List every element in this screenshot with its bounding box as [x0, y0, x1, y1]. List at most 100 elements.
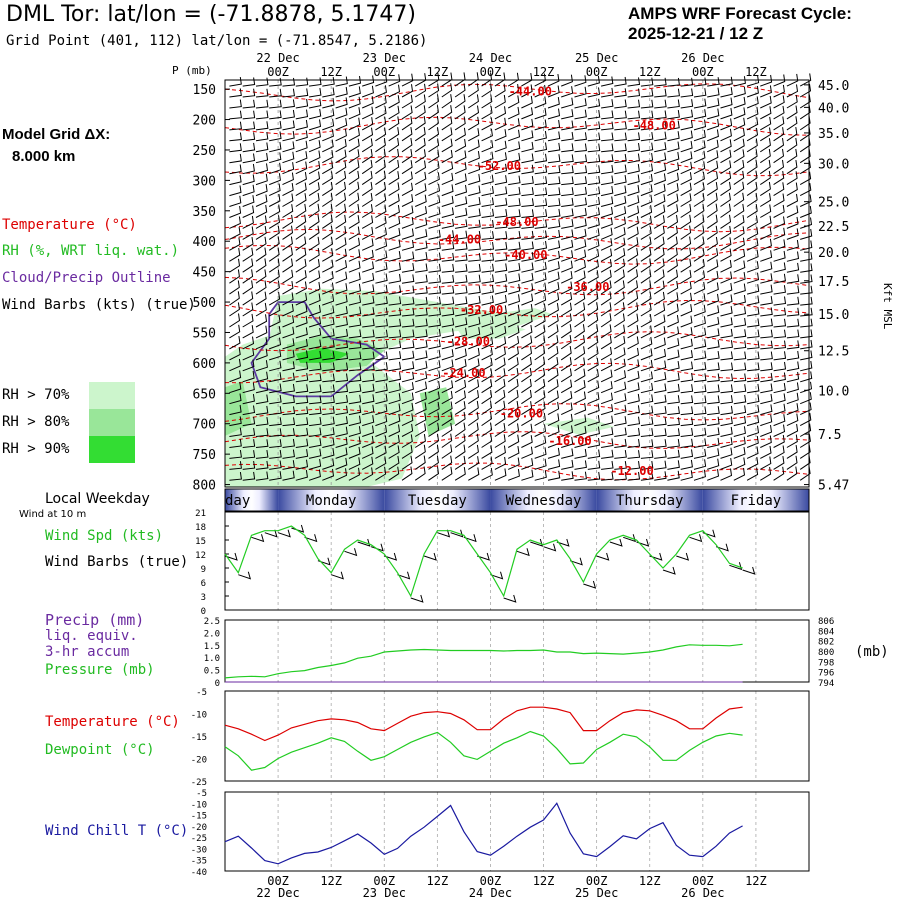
wind-barb: [521, 187, 534, 197]
time-label-top: 12Z: [320, 65, 342, 79]
wind-barb: [295, 182, 307, 197]
wind-barb: [348, 306, 362, 317]
wind-barb: [640, 142, 654, 153]
wind-barb: [680, 88, 694, 98]
wind-barb: [720, 97, 733, 109]
wind-barb: [295, 98, 309, 109]
wind-barb: [269, 337, 282, 350]
wind-barb: [428, 360, 441, 372]
wind-barb: [720, 181, 732, 197]
wind-barb: [521, 84, 533, 98]
temperature-contour-label: -24.00: [442, 366, 485, 380]
wind-barb: [229, 324, 241, 339]
wind-barb: [733, 149, 745, 164]
wind-barb: [348, 160, 360, 175]
weekday-label: Tuesday: [408, 493, 467, 509]
wind-barb: [308, 448, 322, 459]
wind-barb: [680, 315, 693, 328]
wind-barb: [375, 106, 387, 120]
wind-barb: [760, 148, 771, 164]
wind-barb: [521, 107, 534, 120]
wind-barb: [295, 247, 307, 262]
wind-barb: [574, 402, 587, 416]
wind-barb: [308, 469, 321, 481]
wind-barb: [335, 294, 348, 306]
wind-barb: [415, 296, 428, 306]
wind-barb: [654, 394, 667, 405]
wind-barb: [335, 118, 348, 131]
wind-barb: [746, 272, 760, 284]
wind-barb: [481, 208, 495, 218]
wind-barb: [348, 203, 360, 218]
wind-barb: [468, 263, 481, 273]
wind-barb: [561, 143, 574, 153]
wind-barb: [693, 316, 706, 328]
wind-barb: [587, 175, 601, 186]
wind-barb: [627, 269, 639, 284]
wind-barb: [547, 142, 561, 153]
wind-barb: [534, 324, 546, 339]
wind-barb: [295, 77, 309, 87]
wind-barb: [494, 209, 508, 218]
wind-barb: [534, 73, 546, 87]
wind-barb: [760, 307, 773, 317]
wind-barb: [667, 193, 679, 207]
wind-barb: [521, 241, 534, 251]
wind-barb: [534, 119, 547, 131]
wind-barb: [481, 231, 495, 240]
wind-barb: [600, 206, 614, 218]
wind-barb: [693, 259, 705, 273]
wind-barb: [773, 193, 785, 207]
wind-barb: [733, 107, 746, 120]
wind-barb: [468, 433, 479, 448]
wind-barb: [494, 315, 507, 328]
temperature-contour-label: -32.00: [460, 303, 503, 317]
wind-barb: [680, 281, 692, 295]
surface-wind-barb: [636, 538, 650, 547]
wind-barb: [494, 186, 508, 197]
wind-barb: [534, 165, 548, 175]
wind-barb: [667, 247, 678, 262]
wind-barb: [574, 98, 587, 109]
wind-barb: [362, 329, 375, 339]
wind-barb: [454, 433, 466, 448]
wind-barb: [468, 219, 481, 229]
wind-barb: [587, 110, 601, 120]
wind-barb: [680, 459, 693, 470]
wind-barb: [507, 446, 520, 459]
wind-barb: [454, 173, 467, 186]
surface-wind-barb: [583, 580, 597, 589]
wind-barb: [454, 127, 466, 142]
wind-barb: [322, 203, 333, 218]
wind-barb: [587, 87, 601, 98]
wind-barb: [481, 368, 493, 383]
wind-barb: [335, 76, 348, 87]
wind-barb: [441, 307, 455, 317]
wind-barb: [269, 99, 282, 109]
wind-barb: [441, 369, 454, 383]
wind-barb: [574, 260, 586, 273]
wind-barb: [654, 152, 667, 164]
wind-barb: [760, 435, 772, 448]
wind-barb: [428, 183, 441, 197]
wind-barb: [587, 380, 600, 394]
wind-barb: [561, 219, 574, 229]
weekday-label: Thursday: [616, 493, 683, 509]
wind-barb: [468, 456, 480, 470]
wind-barb: [508, 220, 521, 229]
pressure-tick-label: 550: [193, 326, 216, 341]
wind-barb: [627, 291, 639, 306]
wind-barb: [773, 361, 787, 372]
wind-barb: [561, 260, 573, 273]
wind-barb: [242, 163, 255, 175]
wind-barb: [361, 467, 374, 481]
wind-barb: [415, 350, 428, 361]
wind-barb: [415, 240, 428, 251]
wind-barb: [308, 214, 320, 229]
wind-barb: [693, 140, 706, 153]
wind-barb: [455, 230, 468, 240]
wind-barb: [521, 304, 533, 317]
wind-barb: [401, 423, 414, 437]
wind-barb: [255, 360, 268, 372]
wind-barb: [574, 281, 586, 295]
